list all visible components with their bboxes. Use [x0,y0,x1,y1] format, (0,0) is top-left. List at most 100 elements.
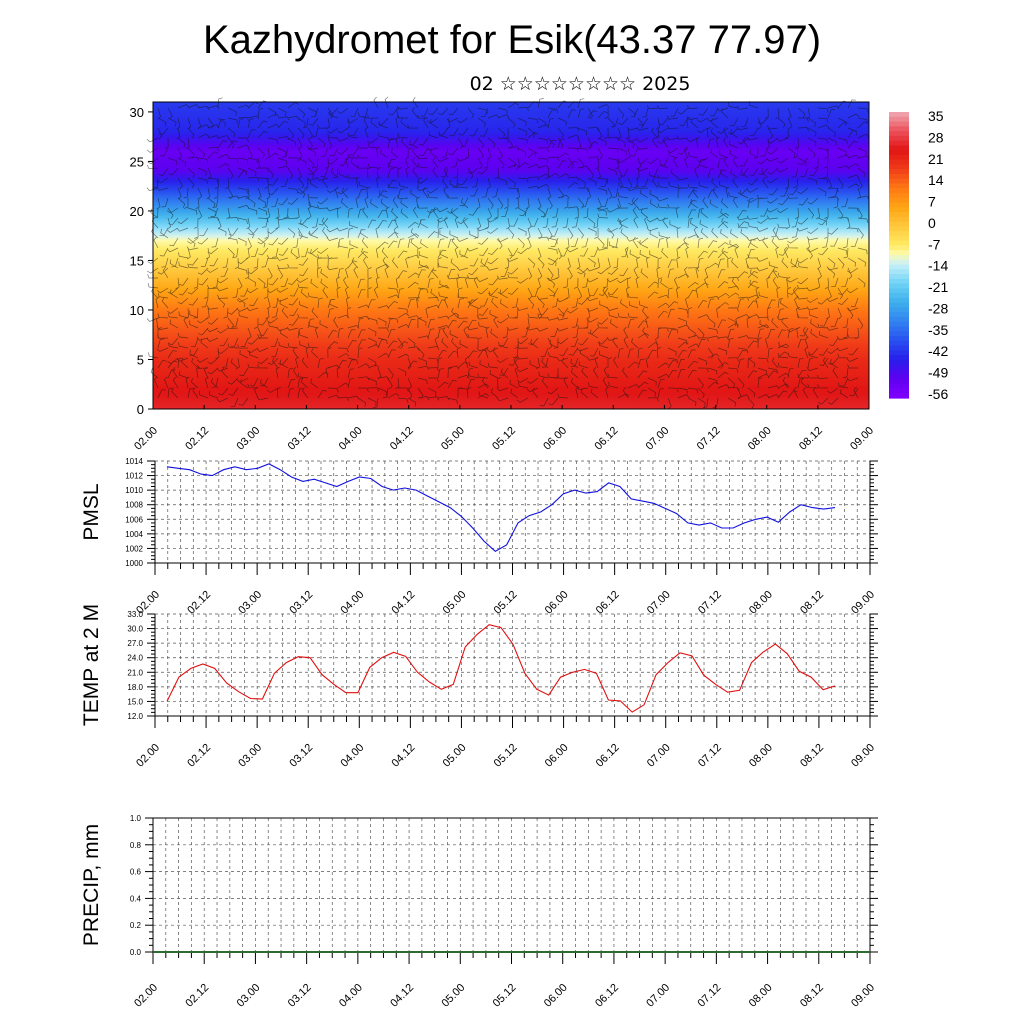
temp-x-tick-label: 02.00 [134,742,162,770]
pmsl-x-tick-label: 05.12 [492,589,520,617]
section-x-tick-label: 09.00 [848,425,876,453]
section-x-tick-label: 05.00 [439,425,467,453]
precip-x-tick-label: 04.00 [337,982,365,1010]
precip-x-tick-label: 06.12 [593,982,621,1010]
temp-x-tick-label: 06.12 [594,742,622,770]
precip-x-tick-label: 02.12 [183,982,211,1010]
colorbar-label: 28 [928,129,944,145]
colorbar-label: -56 [928,386,948,402]
pmsl-y-tick-label: 1002 [125,544,143,553]
colorbar-label: -42 [928,343,948,359]
section-x-tick-label: 07.12 [695,425,723,453]
colorbar-box [889,231,909,237]
colorbar-box [889,264,909,270]
colorbar-box [889,359,909,366]
wind-barbs [146,96,870,410]
colorbar-box [889,212,909,218]
colorbar-box [889,183,909,189]
precip-x-tick-label: 08.00 [747,982,775,1010]
colorbar-box [889,131,909,137]
colorbar-box [889,116,909,123]
pmsl-y-title: PMSL [80,483,103,540]
temp-panel: 33.0 30.0 27.0 24.0 21.0 18.0 15.0 12.0 02.00 02.… [80,604,878,770]
pmsl-x-tick-label: 06.00 [543,589,571,617]
colorbar-box [889,245,909,251]
section-y-tick-label: 0 [137,402,144,417]
temp-y-tick-label: 24.0 [127,654,143,663]
colorbar-box [889,369,909,375]
colorbar-box [889,216,909,223]
colorbar-box [889,159,909,166]
precip-y-tick-label: 0.8 [130,841,142,850]
precip-x-tick-label: 04.12 [388,982,416,1010]
temp-x-tick-label: 08.00 [747,742,775,770]
section-x-tick-label: 03.00 [234,425,262,453]
temp-x-tick-label: 04.00 [338,742,366,770]
precip-y-tick-label: 0.2 [130,921,142,930]
pmsl-x-tick-label: 09.00 [849,589,877,617]
section-x-tick-label: 04.00 [337,425,365,453]
precip-x-tick-label: 09.00 [849,982,877,1010]
pmsl-y-tick-label: 1012 [125,472,143,481]
precip-x-tick-label: 07.12 [696,982,724,1010]
colorbar-box [889,321,909,328]
pmsl-y-tick-label: 1000 [125,559,143,568]
pmsl-x-tick-label: 07.12 [696,589,724,617]
colorbar-box [889,350,909,356]
colorbar-box [889,374,909,380]
precip-x-tick-label: 03.00 [235,982,263,1010]
temp-x-tick-label: 03.12 [287,742,315,770]
precip-x-tick-label: 05.00 [439,982,467,1010]
colorbar-box [889,202,909,208]
pmsl-x-tick-label: 07.00 [645,589,673,617]
colorbar-label: 0 [928,215,936,231]
pmsl-y-tick-label: 1010 [125,486,143,495]
temp-x-tick-label: 05.12 [492,742,520,770]
colorbar-label: 7 [928,194,936,210]
colorbar-box [889,112,909,118]
colorbar-label: -28 [928,300,948,316]
colorbar-box [889,383,909,390]
colorbar-label: -7 [928,236,941,252]
temp-y-tick-label: 27.0 [127,639,143,648]
colorbar-box [889,326,909,332]
colorbar-box [889,164,909,170]
colorbar-box [889,135,909,142]
pmsl-x-tick-label: 03.00 [236,589,264,617]
colorbar-box [889,293,909,299]
precip-x-tick-label: 06.00 [542,982,570,1010]
colorbar-box [889,269,909,275]
colorbar-label: 35 [928,108,944,124]
temp-y-tick-label: 33.0 [127,610,143,619]
section-y-tick-label: 30 [130,105,144,120]
section-x-tick-label: 03.12 [286,425,314,453]
section-y-tick-label: 5 [137,352,144,367]
pmsl-y-tick-label: 1004 [125,530,143,539]
colorbar-box [889,207,909,213]
chart-subtitle: 02 ☆☆☆☆☆☆☆☆ 2025 [469,73,691,95]
pmsl-x-tick-label: 04.00 [338,589,366,617]
colorbar-box [889,355,909,361]
precip-y-tick-label: 0.0 [130,948,142,957]
temp-grid [154,613,871,717]
colorbar-box [889,150,909,156]
colorbar-box [889,316,909,323]
section-y-tick-label: 25 [130,154,144,169]
colorbar-box [889,288,909,294]
precip-y-tick-label: 1.0 [130,814,142,823]
colorbar-box [889,169,909,175]
colorbar-box [889,154,909,161]
colorbar-label: -35 [928,322,948,338]
colorbar-label: -49 [928,365,948,381]
temp-y-tick-label: 30.0 [127,625,143,634]
temp-y-tick-label: 12.0 [127,712,143,721]
colorbar-box [889,145,909,151]
section-x-tick-label: 05.12 [490,425,518,453]
temp-x-tick-label: 08.12 [798,742,826,770]
colorbar-box [889,345,909,351]
temp-y-title: TEMP at 2 M [80,604,103,726]
precip-y-tick-label: 0.6 [130,868,142,877]
colorbar-box [889,140,909,146]
precip-panel: 1.0 0.8 0.6 0.4 0.2 0.0 02.00 02.12 03.00 03.12 04… [80,814,878,1010]
section-y-tick-label: 15 [130,253,144,268]
